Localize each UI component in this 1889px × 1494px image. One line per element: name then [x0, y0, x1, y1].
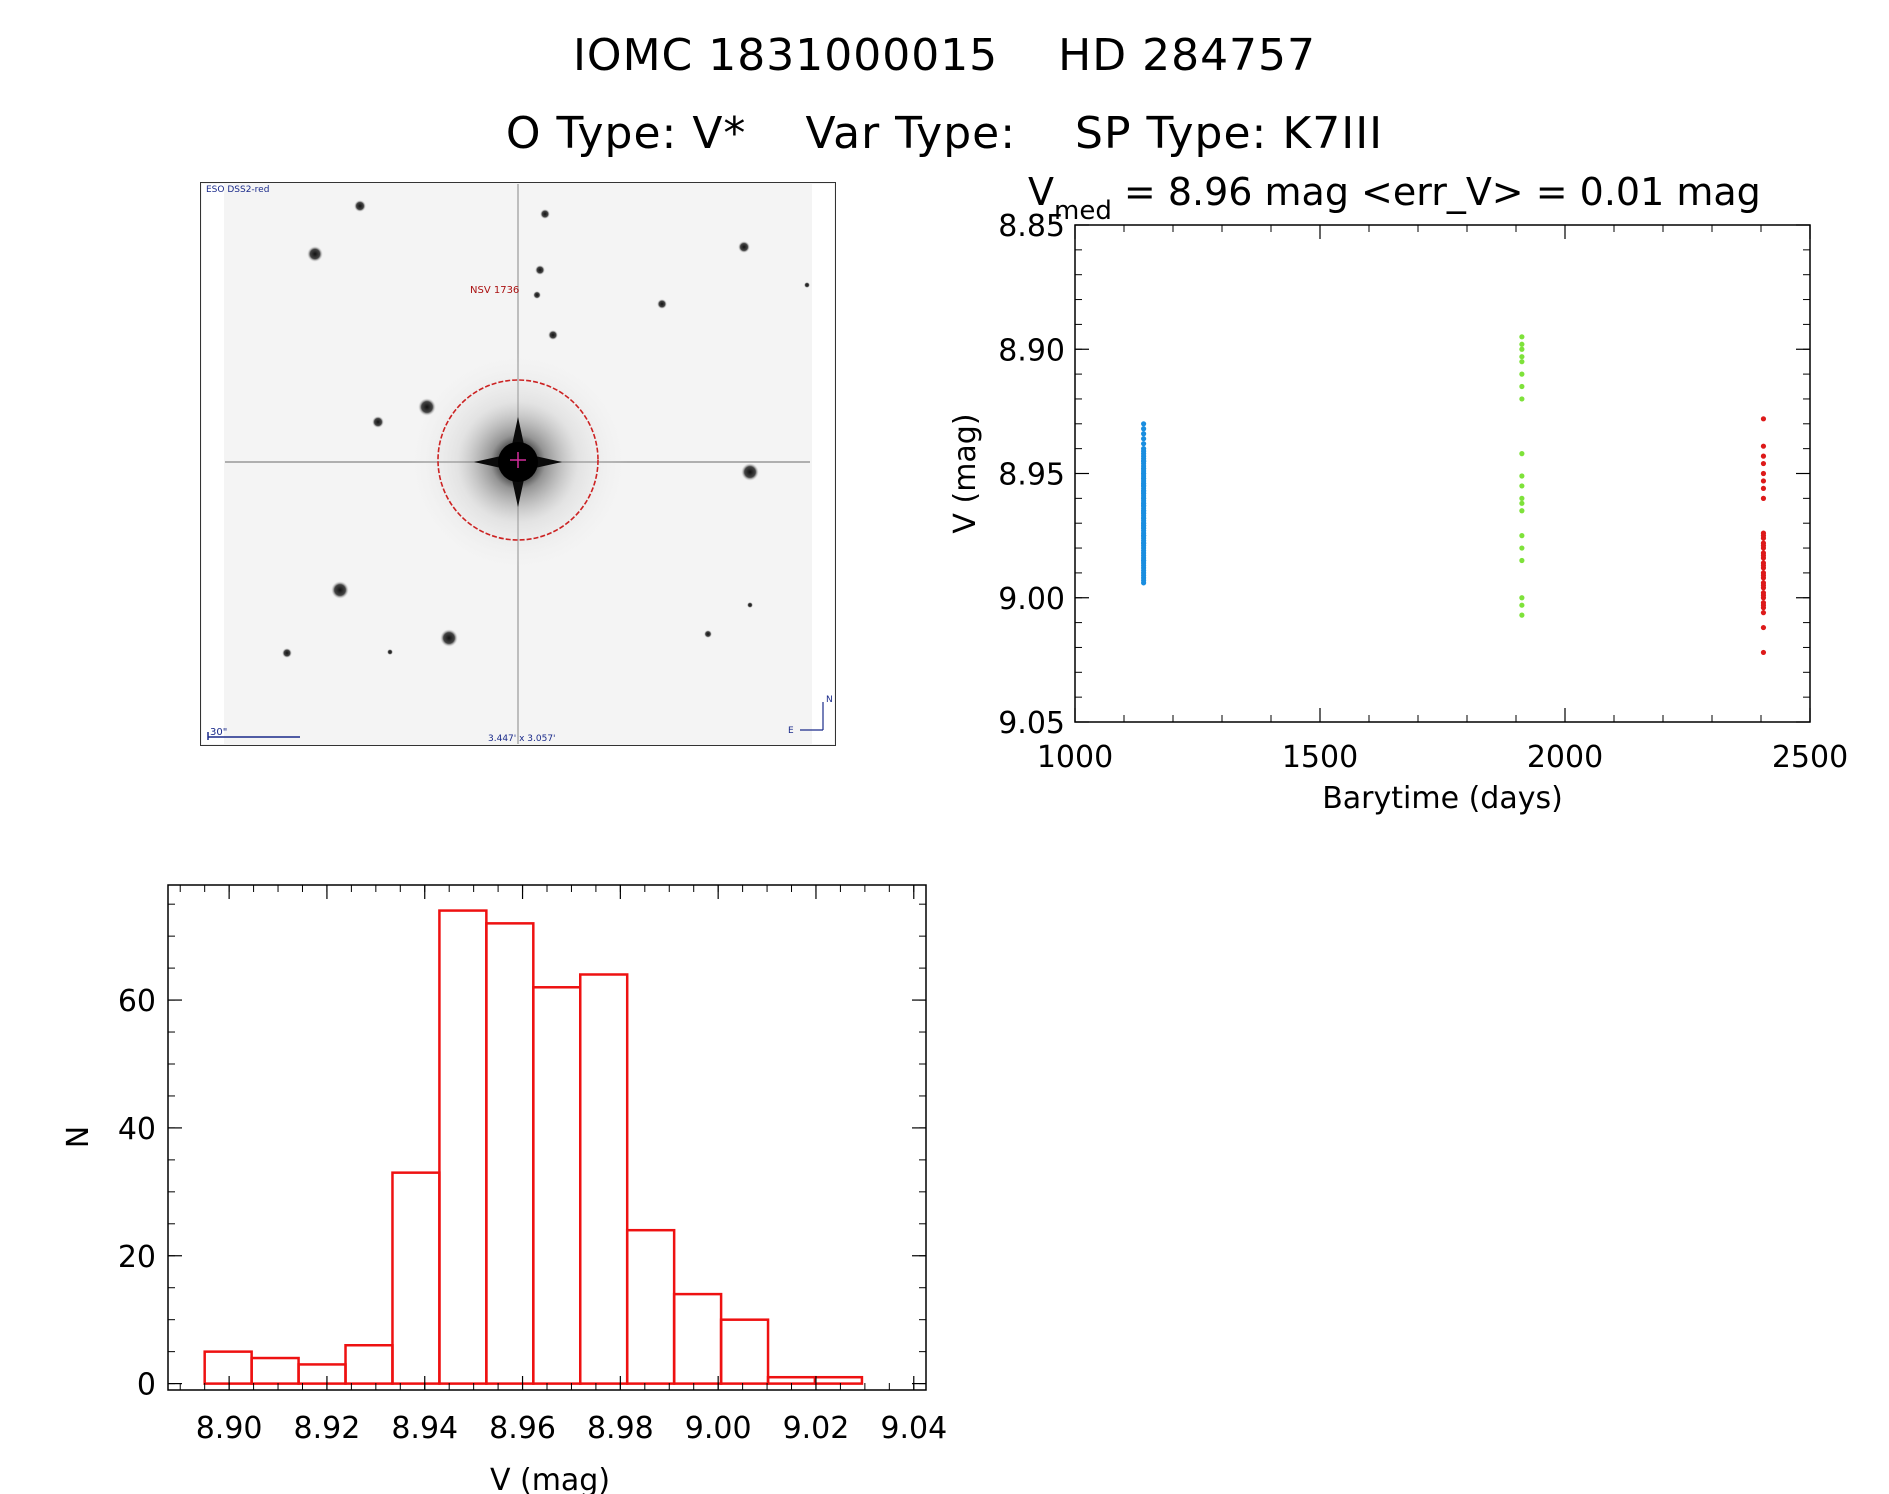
- lc-point-s1-12: [1519, 500, 1525, 506]
- lc-point-s2-0: [1760, 416, 1767, 422]
- lc-point-s2-1: [1760, 443, 1767, 449]
- lc-point-s0-73: [1141, 480, 1147, 487]
- lc-point-s0-78: [1141, 540, 1147, 546]
- lc-point-s1-15: [1519, 545, 1525, 551]
- lc-point-s0-3: [1141, 436, 1147, 442]
- lc-point-s2-24: [1760, 610, 1767, 616]
- lc-point-s0-67: [1141, 475, 1147, 482]
- lc-point-s0-1: [1141, 426, 1147, 432]
- lc-point-s0-2: [1141, 431, 1147, 437]
- variable-type-label: Var Type:: [805, 108, 1017, 159]
- lc-point-s2-5: [1760, 478, 1767, 484]
- lc-point-s0-4: [1141, 441, 1147, 447]
- lc-point-s1-3: [1519, 354, 1525, 360]
- lc-point-s0-59: [1141, 580, 1147, 586]
- lc-point-s1-18: [1519, 602, 1525, 608]
- lc-xlabel: Barytime (days): [1322, 781, 1563, 816]
- title-line-1: IOMC 1831000015 HD 284757: [572, 30, 1317, 81]
- lc-point-s2-33: [1760, 592, 1767, 598]
- lc-xtick-label-3: 2500: [1772, 740, 1848, 775]
- lc-title: Vmed = 8.96 mag <err_V> = 0.01 mag: [1028, 170, 1761, 226]
- lc-point-s0-79: [1141, 557, 1147, 564]
- lc-point-s1-5: [1519, 371, 1525, 377]
- lc-point-s1-11: [1519, 495, 1525, 501]
- lc-point-s1-1: [1519, 341, 1525, 347]
- lc-point-s2-3: [1760, 460, 1767, 467]
- lc-point-s1-19: [1519, 612, 1525, 618]
- lc-point-s2-7: [1760, 495, 1767, 501]
- title-line-2: O Type: V* Var Type: SP Type: K7III: [0, 108, 1889, 159]
- compass-north-label: N: [826, 695, 833, 705]
- lc-point-s1-8: [1519, 451, 1525, 457]
- field-size-label: 3.447' x 3.057': [488, 734, 556, 744]
- lc-point-s1-13: [1519, 508, 1525, 514]
- lc-point-s2-31: [1760, 572, 1767, 578]
- lc-point-s1-14: [1519, 533, 1525, 539]
- lc-point-s0-77: [1141, 523, 1147, 529]
- stamp-frame: [200, 182, 836, 746]
- lc-ytick-label-0: 8.85: [998, 209, 1065, 244]
- lc-point-s0-72: [1141, 465, 1147, 472]
- lc-point-s2-2: [1760, 453, 1767, 459]
- lc-point-s2-32: [1760, 582, 1767, 588]
- lc-point-s1-6: [1519, 383, 1525, 390]
- object-type-label: O Type: V*: [505, 108, 747, 159]
- lc-point-s1-2: [1519, 346, 1525, 352]
- lc-point-s1-7: [1519, 396, 1525, 402]
- lc-xtick-label-1: 1500: [1282, 740, 1358, 775]
- aperture-circle: [437, 379, 599, 541]
- lc-point-s1-17: [1519, 595, 1525, 601]
- sky-image-stamp: ESO DSS2-red NSV 1736 30" 3.447' x 3.057…: [200, 182, 836, 746]
- lc-point-s0-0: [1141, 421, 1147, 427]
- lc-point-s1-10: [1519, 483, 1525, 489]
- lc-ylabel: V (mag): [948, 413, 983, 533]
- lc-point-s2-30: [1760, 562, 1767, 569]
- lc-point-s2-34: [1760, 602, 1767, 608]
- lc-point-s2-28: [1760, 542, 1767, 549]
- lc-point-s0-70: [1141, 515, 1147, 521]
- lc-xtick-label-2: 2000: [1527, 740, 1603, 775]
- lc-ytick-label-3: 9.00: [998, 582, 1065, 617]
- lc-point-s0-74: [1141, 488, 1147, 494]
- lc-point-s0-66: [1141, 458, 1147, 464]
- lc-point-s0-60: [1141, 470, 1147, 477]
- spectral-type-label: SP Type: K7III: [1075, 108, 1384, 159]
- lc-point-s2-4: [1760, 470, 1767, 477]
- lc-point-s1-9: [1519, 473, 1525, 479]
- lc-point-s1-4: [1519, 359, 1525, 365]
- field-stars: [282, 200, 810, 658]
- lc-point-s1-0: [1519, 334, 1525, 340]
- lc-ytick-label-2: 8.95: [998, 458, 1065, 493]
- lc-point-s2-26: [1760, 649, 1767, 656]
- lc-point-s0-65: [1141, 533, 1147, 539]
- object-label: NSV 1736: [470, 285, 519, 296]
- survey-label: ESO DSS2-red: [206, 185, 269, 195]
- lc-point-s2-27: [1760, 533, 1767, 539]
- lc-point-s0-62: [1141, 495, 1147, 501]
- lc-point-s0-75: [1141, 503, 1147, 509]
- lc-xtick-label-0: 1000: [1037, 740, 1113, 775]
- lc-point-s2-25: [1760, 624, 1767, 631]
- lc-ytick-label-4: 9.05: [998, 706, 1065, 741]
- lc-point-s0-76: [1141, 510, 1147, 516]
- lc-point-s1-16: [1519, 557, 1525, 564]
- compass-east-label: E: [788, 726, 794, 736]
- lc-plot-frame: [1074, 224, 1811, 723]
- lc-point-s2-29: [1760, 552, 1767, 559]
- scale-label: 30": [210, 727, 227, 738]
- lc-ytick-label-1: 8.90: [998, 333, 1065, 368]
- lc-point-s2-6: [1760, 485, 1767, 492]
